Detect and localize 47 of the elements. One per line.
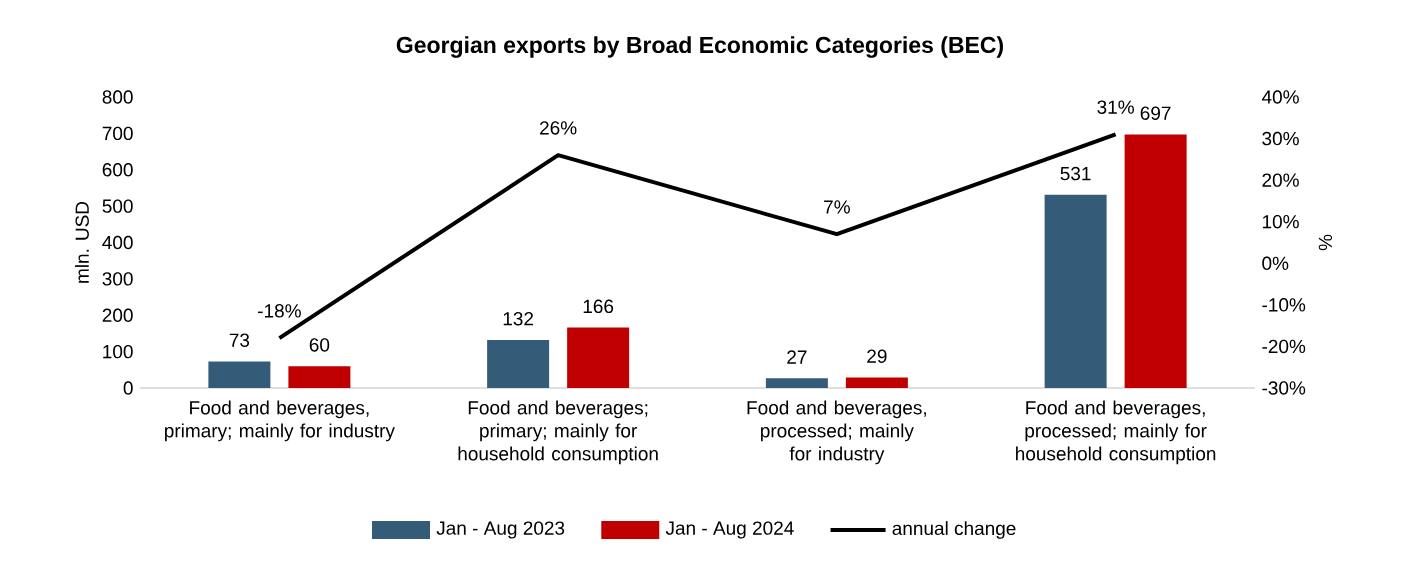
x-tick-label: Food and beverages, processed; mainly for household consumption bbox=[1016, 400, 1216, 465]
data-label: 166 bbox=[583, 299, 614, 314]
data-label: 73 bbox=[229, 333, 250, 347]
bar bbox=[208, 361, 271, 388]
data-label: 27 bbox=[787, 350, 807, 364]
y2-tick-label: 20% bbox=[1262, 173, 1299, 187]
y2-tick-label: 40% bbox=[1261, 90, 1299, 104]
bar bbox=[567, 327, 630, 388]
x-tick-label: Food and beverages; primary; mainly for household consumption bbox=[458, 400, 658, 465]
data-label: 31% bbox=[1097, 100, 1134, 114]
data-label: 132 bbox=[503, 311, 534, 326]
data-label: 29 bbox=[867, 349, 887, 363]
y-tick-label: 200 bbox=[102, 308, 133, 322]
chart-title: Georgian exports by Broad Economic Categories (BEC) bbox=[396, 36, 1003, 58]
bar bbox=[1124, 134, 1187, 388]
legend-label: annual change bbox=[892, 521, 1016, 539]
data-label: 531 bbox=[1060, 166, 1091, 181]
y-tick-label: 0 bbox=[123, 381, 133, 395]
y2-tick-label: -20% bbox=[1262, 339, 1306, 354]
data-label: -18% bbox=[258, 304, 301, 318]
y-tick-label: 500 bbox=[102, 199, 133, 213]
y-tick-label: 600 bbox=[102, 163, 133, 177]
bar bbox=[487, 339, 550, 388]
y2-tick-label: 30% bbox=[1262, 131, 1299, 146]
legend-label: Jan - Aug 2023 bbox=[436, 521, 565, 539]
y-tick-label: 100 bbox=[103, 344, 133, 359]
x-tick-label: Food and beverages, processed; mainly for industry bbox=[747, 400, 926, 465]
data-label: 26% bbox=[540, 121, 577, 135]
y2-tick-label: 10% bbox=[1262, 214, 1299, 229]
x-tick-label: Food and beverages, primary; mainly for industry bbox=[165, 400, 395, 442]
bar bbox=[288, 366, 351, 388]
data-label: 7% bbox=[824, 200, 850, 214]
data-label: 60 bbox=[309, 338, 330, 352]
y-tick-label: 700 bbox=[102, 126, 133, 141]
y2-axis-title: % bbox=[1318, 234, 1333, 251]
y-tick-label: 400 bbox=[102, 235, 133, 250]
y-tick-label: 300 bbox=[102, 272, 133, 286]
bar bbox=[765, 378, 828, 388]
bar bbox=[1044, 194, 1107, 388]
bar bbox=[845, 377, 908, 388]
legend-label: Jan - Aug 2024 bbox=[665, 521, 794, 539]
y2-tick-label: -30% bbox=[1262, 381, 1306, 395]
data-label: 697 bbox=[1140, 106, 1171, 120]
y-tick-label: 800 bbox=[102, 90, 133, 104]
y2-tick-label: -10% bbox=[1262, 298, 1306, 312]
y2-tick-label: 0% bbox=[1262, 256, 1289, 270]
y-axis-title: mln. USD bbox=[74, 201, 89, 283]
